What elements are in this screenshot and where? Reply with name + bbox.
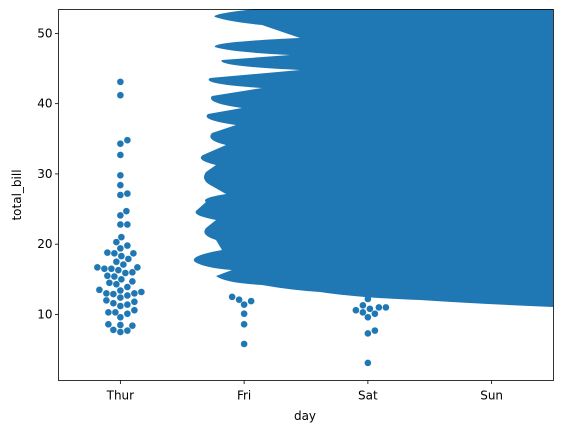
swarm-point — [375, 303, 383, 312]
swarm-point — [130, 298, 139, 306]
swarm-point — [117, 233, 126, 241]
y-tick-label: 30 — [37, 167, 52, 181]
swarm-point — [128, 277, 137, 286]
swarm-point — [123, 291, 132, 300]
plot-frame — [58, 9, 554, 381]
swarm-point — [104, 308, 113, 317]
swarm-point — [359, 301, 367, 310]
swarm-point — [119, 260, 128, 269]
swarm-point — [129, 249, 138, 258]
swarm-point — [228, 293, 236, 301]
swarm-point — [352, 306, 360, 314]
x-tick-label: Fri — [237, 389, 251, 403]
swarm-point — [371, 326, 379, 335]
swarm-point — [110, 249, 119, 258]
swarm-point — [123, 241, 132, 250]
swarm-point — [93, 263, 102, 272]
swarm-point — [364, 313, 372, 321]
swarm-point — [123, 283, 132, 291]
swarm-point — [371, 310, 379, 318]
swarm-point — [359, 308, 367, 317]
swarm-point — [123, 189, 132, 198]
y-axis-label: total_bill — [10, 169, 24, 220]
x-tick-label: Thur — [106, 389, 135, 403]
swarm-point — [112, 280, 121, 288]
swarm-point — [116, 140, 125, 148]
swarm-point — [116, 211, 125, 220]
swarm-point — [128, 321, 137, 330]
swarm-point — [247, 297, 255, 305]
swarm-point — [116, 286, 125, 295]
swarm-point — [133, 263, 142, 272]
swarm-point — [107, 265, 116, 273]
swarm-point — [235, 295, 243, 304]
swarm-point — [123, 220, 132, 229]
swarm-point — [123, 326, 132, 335]
swarm-point — [137, 288, 146, 296]
swarm-point — [364, 329, 372, 338]
swarm-point — [116, 220, 125, 229]
swarm-point — [122, 207, 131, 215]
swarm-layer — [93, 78, 390, 367]
swarm-point — [105, 279, 114, 287]
swarm-point — [114, 266, 123, 274]
swarm-point — [109, 299, 118, 307]
swarm-point — [116, 91, 125, 99]
x-axis-label: day — [294, 409, 316, 423]
swarm-point — [116, 293, 125, 302]
swarm-point — [364, 359, 372, 367]
swarm-point — [240, 320, 248, 328]
swarm-point — [104, 320, 113, 328]
x-tick-label: Sun — [480, 389, 503, 403]
swarm-point — [116, 328, 125, 336]
swarm-point — [116, 302, 125, 310]
y-tick-label: 40 — [37, 97, 52, 111]
swarm-point — [116, 191, 125, 199]
swarm-point — [102, 296, 111, 305]
y-tick-label: 20 — [37, 237, 52, 251]
swarm-point — [112, 238, 121, 246]
swarm-point — [103, 272, 112, 280]
y-tick-label: 50 — [37, 26, 52, 40]
swarm-point — [103, 248, 112, 257]
swarm-point — [111, 308, 120, 317]
swarm-point — [102, 289, 111, 298]
swarm-point — [116, 151, 125, 159]
swarm-point — [109, 290, 118, 298]
swarm-point — [240, 310, 248, 318]
swarm-point — [116, 181, 125, 189]
swarm-point — [109, 326, 118, 334]
x-tick-label: Sat — [358, 389, 378, 403]
swarm-point — [117, 252, 126, 260]
swarm-point — [117, 275, 126, 284]
swarm-point — [116, 171, 125, 180]
swarm-point — [382, 303, 390, 312]
swarm-point — [116, 321, 125, 329]
swarm-point — [130, 306, 139, 314]
overlay-blob — [193, 9, 553, 307]
swarm-point — [240, 300, 248, 309]
swarm-point — [123, 310, 132, 318]
swarm-point — [100, 265, 109, 273]
swarm-point — [112, 258, 121, 266]
swarm-point — [123, 136, 132, 144]
y-tick-label: 10 — [37, 307, 52, 321]
swarm-point — [110, 272, 119, 281]
swarm-point — [124, 255, 133, 263]
swarm-point — [121, 269, 130, 277]
swarm-point — [240, 340, 248, 348]
swarm-point — [116, 313, 125, 321]
swarm-point — [123, 300, 132, 309]
swarm-point — [95, 286, 104, 294]
swarm-point — [116, 78, 125, 86]
swarm-point — [366, 305, 374, 313]
swarm-point — [116, 244, 125, 253]
swarm-point — [128, 268, 137, 276]
swarm-point — [130, 289, 139, 298]
